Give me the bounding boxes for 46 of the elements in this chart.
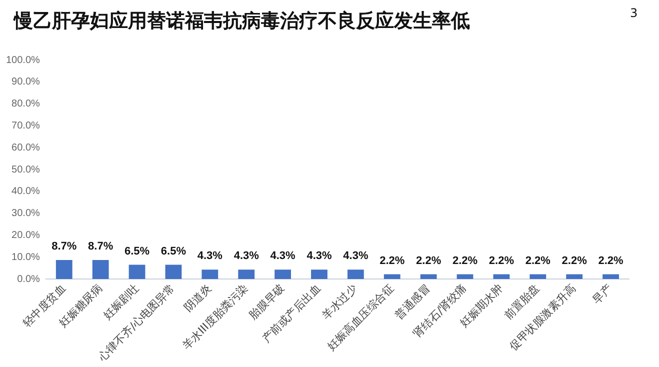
data-label: 6.5% bbox=[160, 245, 186, 258]
data-label: 2.2% bbox=[598, 254, 624, 267]
text: 3 bbox=[630, 6, 638, 20]
data-label: 4.3% bbox=[270, 250, 296, 262]
y-tick-label: 10.0% bbox=[12, 252, 40, 263]
data-label: 4.3% bbox=[306, 250, 332, 262]
x-tick-label: 早产 bbox=[590, 282, 615, 306]
y-tick-label: 80.0% bbox=[12, 98, 40, 110]
bar bbox=[456, 274, 474, 280]
data-label: 6.5% bbox=[124, 245, 150, 258]
data-label: 2.2% bbox=[525, 254, 551, 267]
y-tick-label: 40.0% bbox=[12, 186, 40, 198]
bar bbox=[493, 274, 510, 280]
bar bbox=[92, 260, 109, 280]
bar bbox=[602, 274, 619, 280]
bar bbox=[384, 274, 400, 280]
data-label: 2.2% bbox=[452, 254, 478, 267]
data-label: 4.3% bbox=[234, 250, 260, 262]
bar bbox=[56, 260, 72, 280]
data-label: 2.2% bbox=[416, 254, 442, 267]
data-label: 4.3% bbox=[343, 250, 368, 262]
data-label: 2.2% bbox=[488, 254, 514, 267]
y-tick-label: 100.0% bbox=[6, 54, 40, 66]
y-tick-label: 50.0% bbox=[12, 164, 40, 176]
data-label: 4.3% bbox=[197, 250, 223, 262]
bar bbox=[347, 270, 364, 280]
bar bbox=[566, 274, 583, 280]
y-tick-label: 90.0% bbox=[12, 76, 40, 88]
bar bbox=[274, 270, 291, 280]
y-tick-label: 30.0% bbox=[12, 208, 40, 220]
y-tick-label: 60.0% bbox=[12, 142, 40, 154]
bar bbox=[202, 270, 218, 280]
bar bbox=[420, 274, 437, 280]
y-tick-label: 20.0% bbox=[12, 230, 40, 241]
chart-title: 慢乙肝孕妇应用替诺福韦抗病毒治疗不良反应发生率低 bbox=[14, 9, 470, 34]
data-label: 2.2% bbox=[380, 254, 405, 267]
data-label: 2.2% bbox=[562, 254, 588, 267]
bar bbox=[530, 274, 546, 280]
bar bbox=[311, 270, 328, 280]
bar bbox=[128, 264, 146, 280]
y-tick-label: 0.0% bbox=[17, 274, 40, 285]
y-tick-label: 70.0% bbox=[12, 120, 40, 132]
bar bbox=[165, 264, 182, 280]
bar bbox=[238, 270, 255, 280]
data-label: 8.7% bbox=[88, 240, 114, 253]
data-label: 8.7% bbox=[52, 240, 77, 253]
